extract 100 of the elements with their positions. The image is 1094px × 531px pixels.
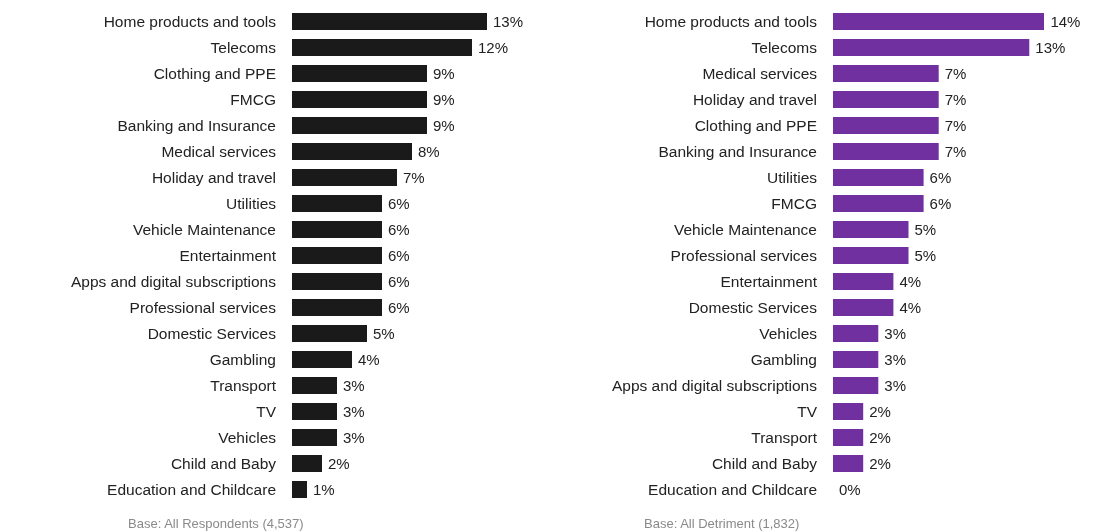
bar xyxy=(833,65,939,82)
y-tick-label: Entertainment xyxy=(179,246,277,264)
y-tick-label: FMCG xyxy=(771,194,817,212)
data-label: 8% xyxy=(418,142,440,160)
bar xyxy=(833,247,909,264)
data-label: 6% xyxy=(929,168,952,186)
data-label: 3% xyxy=(343,376,365,394)
data-label: 2% xyxy=(328,454,350,472)
bar xyxy=(292,299,382,316)
bar xyxy=(833,273,894,290)
data-label: 4% xyxy=(899,272,922,290)
data-label: 7% xyxy=(944,116,967,134)
data-label: 7% xyxy=(944,142,967,160)
data-label: 9% xyxy=(433,116,455,134)
bar xyxy=(292,39,472,56)
y-tick-label: Medical services xyxy=(161,142,277,160)
y-tick-label: Banking and Insurance xyxy=(117,116,276,134)
bar xyxy=(292,13,487,30)
data-label: 6% xyxy=(388,272,410,290)
y-tick-label: Vehicle Maintenance xyxy=(132,220,276,238)
data-label: 0% xyxy=(839,480,861,498)
data-label: 1% xyxy=(313,480,335,498)
data-label: 9% xyxy=(433,64,455,82)
data-label: 4% xyxy=(899,298,922,316)
y-tick-label: Telecoms xyxy=(751,38,818,56)
y-tick-label: Domestic Services xyxy=(688,298,818,316)
bar xyxy=(833,13,1044,30)
y-tick-label: Transport xyxy=(210,376,277,394)
y-tick-label: Gambling xyxy=(209,350,276,368)
bar xyxy=(292,429,337,446)
bar xyxy=(292,91,427,108)
y-tick-label: FMCG xyxy=(230,90,276,108)
y-tick-label: Home products and tools xyxy=(103,12,277,30)
y-tick-label: TV xyxy=(797,402,818,420)
y-tick-label: Entertainment xyxy=(720,272,818,290)
bar xyxy=(292,325,367,342)
y-tick-label: Utilities xyxy=(226,194,277,212)
bar xyxy=(292,403,337,420)
y-tick-label: Transport xyxy=(751,428,818,446)
data-label: 3% xyxy=(884,350,906,368)
y-tick-label: Professional services xyxy=(670,246,818,264)
data-label: 3% xyxy=(343,428,365,446)
bar xyxy=(292,117,427,134)
bar xyxy=(292,273,382,290)
bar xyxy=(833,169,924,186)
bar xyxy=(292,481,307,498)
data-label: 7% xyxy=(403,168,425,186)
y-tick-label: Clothing and PPE xyxy=(694,116,817,134)
y-tick-label: Clothing and PPE xyxy=(153,64,276,82)
data-label: 7% xyxy=(944,90,967,108)
bar xyxy=(833,39,1030,56)
y-tick-label: Apps and digital subscriptions xyxy=(70,272,277,290)
data-label: 3% xyxy=(884,324,906,342)
bar xyxy=(292,351,352,368)
bar xyxy=(833,351,879,368)
data-label: 6% xyxy=(929,194,952,212)
y-tick-label: Education and Childcare xyxy=(107,480,276,498)
data-label: 6% xyxy=(388,298,410,316)
bar xyxy=(833,143,939,160)
data-label: 5% xyxy=(373,324,395,342)
y-tick-label: Medical services xyxy=(702,64,818,82)
data-label: 6% xyxy=(388,194,410,212)
bar xyxy=(833,403,864,420)
y-tick-label: Gambling xyxy=(750,350,817,368)
bar xyxy=(833,377,879,394)
bar xyxy=(833,195,924,212)
bar xyxy=(833,117,939,134)
y-tick-label: Child and Baby xyxy=(711,454,818,472)
y-tick-label: Vehicles xyxy=(759,324,818,342)
text: Base: All Detriment (1,832) xyxy=(643,516,801,531)
data-label: 7% xyxy=(944,64,967,82)
y-tick-label: Home products and tools xyxy=(644,12,818,30)
bar xyxy=(292,169,397,186)
y-tick-label: Utilities xyxy=(767,168,818,186)
data-label: 3% xyxy=(343,402,365,420)
data-label: 6% xyxy=(388,246,410,264)
data-label: 3% xyxy=(884,376,906,394)
data-label: 2% xyxy=(869,428,891,446)
data-label: 2% xyxy=(869,454,891,472)
data-label: 9% xyxy=(433,90,455,108)
y-tick-label: Vehicles xyxy=(218,428,277,446)
y-tick-label: TV xyxy=(256,402,277,420)
bar xyxy=(292,195,382,212)
bar xyxy=(833,299,894,316)
y-tick-label: Child and Baby xyxy=(170,454,277,472)
y-tick-label: Holiday and travel xyxy=(692,90,817,108)
bar xyxy=(292,221,382,238)
y-tick-label: Vehicle Maintenance xyxy=(673,220,817,238)
bar xyxy=(292,143,412,160)
bar xyxy=(292,455,322,472)
y-tick-label: Telecoms xyxy=(210,38,277,56)
data-label: 4% xyxy=(358,350,380,368)
bar xyxy=(833,221,909,238)
bar xyxy=(833,455,864,472)
bar xyxy=(292,377,337,394)
y-tick-label: Holiday and travel xyxy=(151,168,276,186)
data-label: 5% xyxy=(914,246,937,264)
data-label: 6% xyxy=(388,220,410,238)
bar xyxy=(833,91,939,108)
data-label: 13% xyxy=(1035,38,1066,56)
